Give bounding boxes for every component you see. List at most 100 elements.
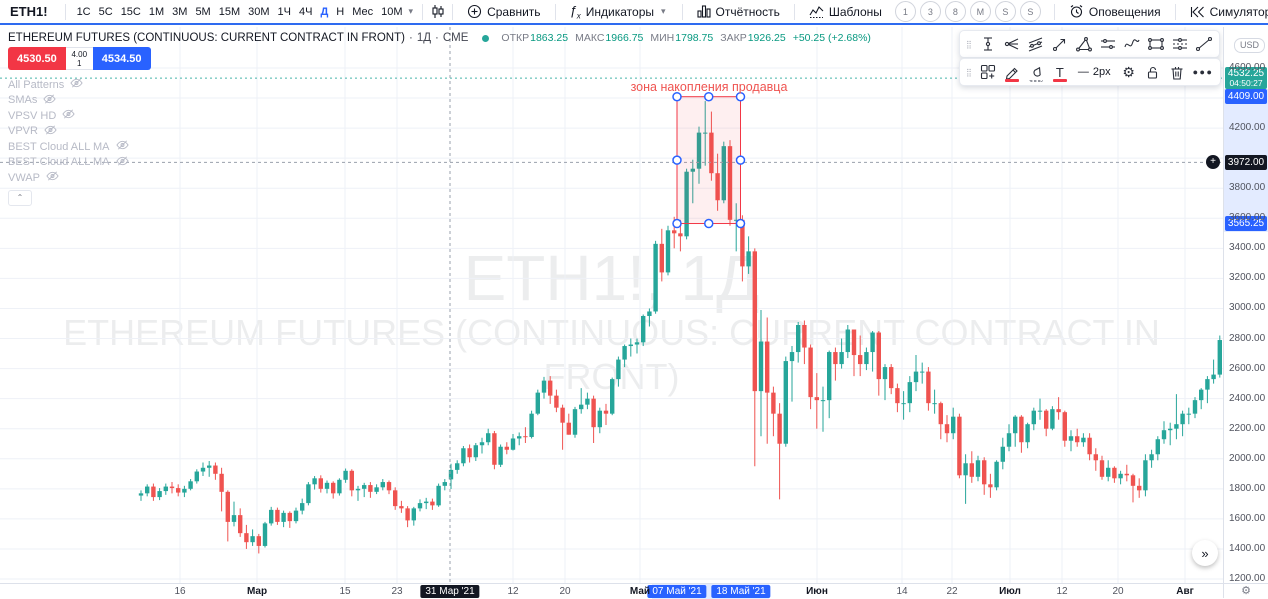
selection-handle[interactable] xyxy=(735,91,746,102)
interval-button-1Ч[interactable]: 1Ч xyxy=(277,5,291,18)
crosshair-plus-icon[interactable]: + xyxy=(1206,155,1220,170)
flat-channel-tool-icon[interactable] xyxy=(1168,32,1192,56)
eye-slash-icon[interactable] xyxy=(115,140,129,150)
indicator-row[interactable]: VPVR xyxy=(8,124,129,140)
indicator-row[interactable]: BEST Cloud ALL MA xyxy=(8,139,129,155)
more-options-icon[interactable]: ●●● xyxy=(1192,67,1214,77)
eye-slash-icon-wrap[interactable] xyxy=(115,156,129,169)
interval-button-Н[interactable]: Н xyxy=(336,5,345,18)
pitchfork-tool-icon[interactable] xyxy=(1000,32,1024,56)
axis-settings-corner[interactable]: ⚙ xyxy=(1223,583,1268,598)
time-axis[interactable]: 07 Май '21 18 Май '21 31 Мар '21 16 Мар 15… xyxy=(0,583,1223,599)
indicators-button[interactable]: ƒx Индикаторы ▾ xyxy=(569,2,666,21)
selection-handle[interactable] xyxy=(672,91,682,102)
selection-handle[interactable] xyxy=(672,155,682,165)
parallel-channel-tool-icon[interactable] xyxy=(1024,32,1048,56)
selection-handle[interactable] xyxy=(672,218,682,229)
eye-slash-icon[interactable] xyxy=(70,78,83,88)
eye-slash-icon[interactable] xyxy=(44,125,57,135)
selection-handle[interactable] xyxy=(735,155,746,165)
interval-chevron-down-icon[interactable]: ▾ xyxy=(408,6,414,16)
interval-button-Мес[interactable]: Мес xyxy=(352,5,374,18)
unlock-icon[interactable] xyxy=(1141,60,1165,84)
sell-button[interactable]: 4530.50 xyxy=(8,47,66,70)
interval-button-5С[interactable]: 5С xyxy=(98,5,113,18)
interval-button-15М[interactable]: 15М xyxy=(218,5,241,18)
parallel-lines-tool-icon[interactable] xyxy=(1096,32,1120,56)
quick-button-0[interactable]: 1 xyxy=(894,1,916,22)
candlestick-chart[interactable] xyxy=(0,27,1223,583)
brush-tool-icon[interactable] xyxy=(1120,32,1144,56)
trend-arrow-tool-icon[interactable] xyxy=(1048,32,1072,56)
buy-button[interactable]: 4534.50 xyxy=(92,47,151,70)
interval-button-Д[interactable]: Д xyxy=(320,5,329,18)
price-range-tool-icon[interactable] xyxy=(976,32,1000,56)
legend-interval[interactable]: 1Д xyxy=(416,32,431,44)
trend-line-tool-icon[interactable] xyxy=(1192,32,1216,56)
line-width-button[interactable]: —2px xyxy=(1072,66,1117,78)
add-template-icon[interactable] xyxy=(976,60,1000,84)
templates-button[interactable]: Шаблоны xyxy=(802,5,889,19)
collapse-indicators-button[interactable]: ⌃ xyxy=(8,189,32,206)
zone-rectangle[interactable] xyxy=(672,91,746,229)
selection-handle[interactable] xyxy=(735,218,746,229)
interval-button-15С[interactable]: 15С xyxy=(120,5,141,18)
selection-handle[interactable] xyxy=(704,218,714,229)
legend-title[interactable]: ETHEREUM FUTURES (CONTINUOUS: CURRENT CO… xyxy=(8,32,405,44)
candle-body xyxy=(479,442,485,446)
market-status-dot-icon[interactable] xyxy=(482,34,490,42)
interval-button-3М[interactable]: 3М xyxy=(172,5,188,18)
candle-body xyxy=(616,359,621,380)
price-axis[interactable]: USD 4532.25 04:50:27 4409.00 3972.00 356… xyxy=(1223,27,1268,584)
alerts-button[interactable]: Оповещения xyxy=(1062,4,1168,19)
interval-button-4Ч[interactable]: 4Ч xyxy=(298,5,313,18)
indicator-row[interactable]: VPSV HD xyxy=(8,108,129,124)
eye-slash-icon-wrap[interactable] xyxy=(43,94,56,107)
candle-body xyxy=(337,479,342,494)
eye-slash-icon[interactable] xyxy=(115,156,129,166)
triangle-tool-icon[interactable] xyxy=(1072,32,1096,56)
interval-button-30М[interactable]: 30М xyxy=(248,5,270,18)
scroll-to-realtime-button[interactable]: » xyxy=(1192,540,1218,566)
selection-handle[interactable] xyxy=(704,91,714,102)
fill-color-bucket-icon[interactable] xyxy=(1024,60,1048,84)
interval-button-10М[interactable]: 10М xyxy=(381,5,403,18)
interval-button-1М[interactable]: 1М xyxy=(148,5,165,18)
eye-slash-icon-wrap[interactable] xyxy=(70,78,83,91)
rectangle-tool-icon[interactable] xyxy=(1144,32,1168,56)
zone-annotation-label[interactable]: зона накопления продавца xyxy=(630,80,788,94)
eye-slash-icon[interactable] xyxy=(46,171,59,181)
eye-slash-icon[interactable] xyxy=(62,109,75,119)
delete-trash-icon[interactable] xyxy=(1165,60,1189,84)
quick-button-1[interactable]: 3 xyxy=(919,1,941,22)
quick-button-5[interactable]: S xyxy=(1019,1,1041,22)
indicator-row[interactable]: VWAP xyxy=(8,170,129,186)
line-color-pencil-icon[interactable] xyxy=(1000,60,1024,84)
market-simulator-button[interactable]: Симулятор рынка xyxy=(1183,5,1268,19)
drag-handle-icon[interactable]: ⣿ xyxy=(966,39,973,49)
interval-button-1С[interactable]: 1С xyxy=(76,5,91,18)
quick-button-3[interactable]: M xyxy=(969,1,991,22)
chart-style-candles-icon[interactable] xyxy=(430,2,445,22)
reporting-button[interactable]: Отчётность xyxy=(690,5,787,19)
eye-slash-icon-wrap[interactable] xyxy=(46,171,59,184)
interval-button-5М[interactable]: 5М xyxy=(195,5,211,18)
text-color-icon[interactable]: T xyxy=(1048,60,1072,84)
eye-slash-icon-wrap[interactable] xyxy=(62,109,75,122)
symbol-button[interactable]: ETH1! xyxy=(10,4,48,19)
legend-exchange[interactable]: CME xyxy=(442,32,469,44)
drag-handle-icon[interactable]: ⣿ xyxy=(966,67,973,77)
indicator-row[interactable]: SMAs xyxy=(8,93,129,109)
indicator-row[interactable]: All Patterns xyxy=(8,77,129,93)
quick-button-4[interactable]: S xyxy=(994,1,1016,22)
quick-button-2[interactable]: 8 xyxy=(944,1,966,22)
settings-gear-icon[interactable]: ⚙ xyxy=(1122,63,1135,80)
eye-slash-icon-wrap[interactable] xyxy=(115,140,129,153)
eye-slash-icon[interactable] xyxy=(43,94,56,104)
currency-toggle[interactable]: USD xyxy=(1233,38,1265,53)
chart-pane[interactable]: ETH1!, 1Д ETHEREUM FUTURES (CONTINUOUS: … xyxy=(0,27,1223,583)
indicator-row[interactable]: BEST Cloud ALL MA xyxy=(8,155,129,171)
compare-button[interactable]: Сравнить xyxy=(460,4,547,19)
eye-slash-icon-wrap[interactable] xyxy=(44,125,57,138)
gear-icon[interactable]: ⚙ xyxy=(1241,584,1251,597)
